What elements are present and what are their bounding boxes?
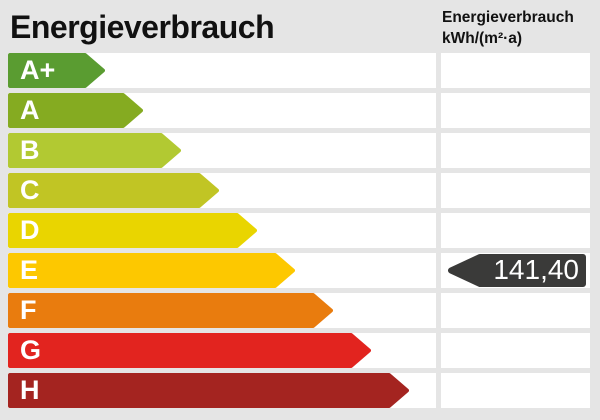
value-column-cell-g — [441, 333, 590, 368]
class-arrow-h — [8, 373, 409, 408]
value-column-cell-d — [441, 213, 590, 248]
scale-track-f: F — [8, 293, 436, 328]
class-arrow-c — [8, 173, 219, 208]
class-arrow-f — [8, 293, 333, 328]
scale-track-h: H — [8, 373, 436, 408]
value-column-cell-h — [441, 373, 590, 408]
class-label-f: F — [20, 294, 37, 325]
scale-row-a-plus: A+ — [0, 53, 600, 88]
unit-header-line2: kWh/(m²·a) — [442, 30, 523, 47]
class-label-h: H — [20, 374, 40, 405]
value-column-cell-f — [441, 293, 590, 328]
scale-track-a-plus: A+ — [8, 53, 436, 88]
scale-row-a: A — [0, 93, 600, 128]
unit-header: Energieverbrauch kWh/(m²·a) — [442, 7, 574, 49]
scale-row-g: G — [0, 333, 600, 368]
consumption-value-badge: 141,40 — [448, 254, 586, 287]
scale-track-g: G — [8, 333, 436, 368]
unit-header-line1: Energieverbrauch — [442, 9, 574, 26]
class-label-c: C — [20, 174, 40, 205]
consumption-value: 141,40 — [493, 253, 579, 285]
value-column-cell-e: 141,40 — [441, 253, 590, 288]
scale-row-h: H — [0, 373, 600, 408]
scale-track-d: D — [8, 213, 436, 248]
value-column-cell-b — [441, 133, 590, 168]
class-arrow-d — [8, 213, 257, 248]
class-arrow-a — [8, 93, 143, 128]
scale-track-c: C — [8, 173, 436, 208]
scale-row-e: E 141,40 — [0, 253, 600, 288]
class-label-a-plus: A+ — [20, 54, 56, 85]
class-arrow-b — [8, 133, 181, 168]
class-arrow-a-plus — [8, 53, 105, 88]
class-label-e: E — [20, 254, 39, 285]
scale-track-b: B — [8, 133, 436, 168]
value-column-cell-a-plus — [441, 53, 590, 88]
scale-track-e: E — [8, 253, 436, 288]
class-label-b: B — [20, 134, 40, 165]
scale-row-c: C — [0, 173, 600, 208]
scale-row-f: F — [0, 293, 600, 328]
scale-row-d: D — [0, 213, 600, 248]
class-arrow-g — [8, 333, 371, 368]
scale-track-a: A — [8, 93, 436, 128]
value-column-cell-a — [441, 93, 590, 128]
class-label-d: D — [20, 214, 40, 245]
class-label-a: A — [20, 94, 40, 125]
scale-row-b: B — [0, 133, 600, 168]
class-label-g: G — [20, 334, 42, 365]
value-column-cell-c — [441, 173, 590, 208]
value-pointer-left-icon — [448, 254, 586, 287]
page-title: Energieverbrauch — [10, 9, 275, 45]
class-arrow-e — [8, 253, 295, 288]
